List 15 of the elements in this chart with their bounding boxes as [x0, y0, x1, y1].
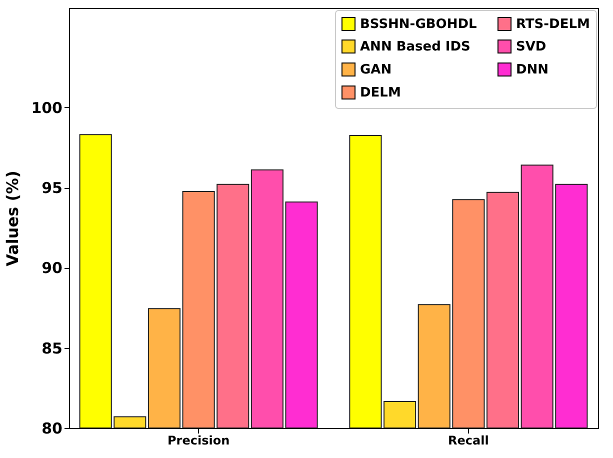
y-tick-label: 85: [42, 339, 62, 358]
legend-label: RTS-DELM: [516, 16, 590, 32]
y-tick-label: 100: [31, 98, 62, 117]
legend-label: GAN: [360, 62, 392, 78]
x-tick-label: Recall: [448, 434, 489, 448]
legend-label: DELM: [360, 86, 401, 100]
y-tick-label: 90: [42, 259, 62, 278]
y-tick-label: 95: [42, 179, 62, 198]
y-tick-label: 80: [42, 420, 62, 438]
y-axis-title: Values (%): [3, 170, 22, 266]
x-tick-label: Precision: [167, 434, 230, 448]
legend-label: BSSHN-GBOHDL: [360, 16, 477, 32]
legend-label: ANN Based IDS: [360, 40, 470, 54]
legend-label: DNN: [516, 62, 549, 78]
legend-label: SVD: [516, 40, 546, 54]
